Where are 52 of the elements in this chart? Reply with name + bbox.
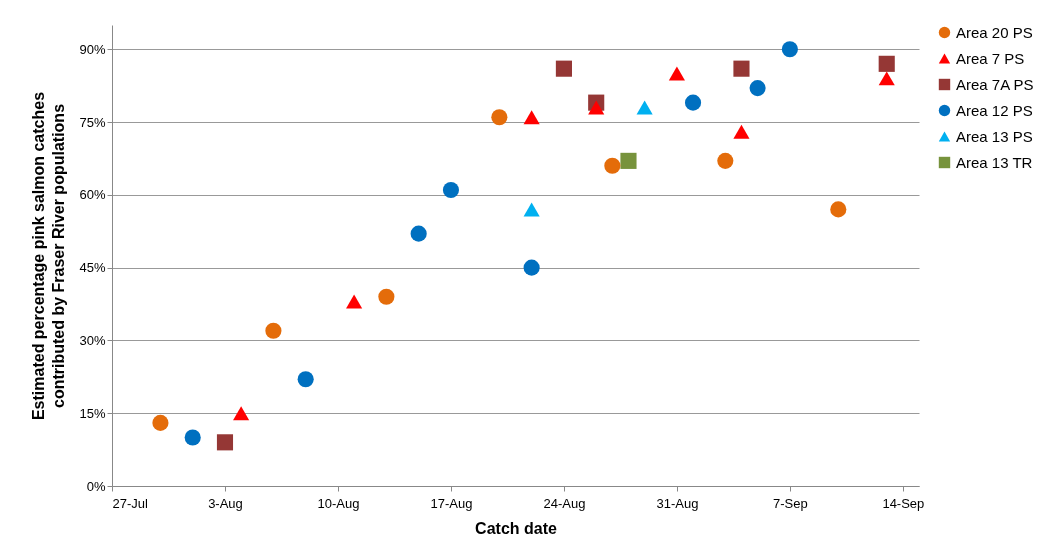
- y-tick-label: 30%: [79, 332, 106, 348]
- point: [216, 434, 234, 451]
- x-tick-label: 17-Aug: [430, 495, 473, 511]
- point: [878, 71, 895, 86]
- point: [523, 202, 540, 217]
- y-tick-label: 90%: [79, 41, 106, 57]
- legend-label: Area 13 PS: [956, 127, 1033, 145]
- legend-label: Area 7A PS: [956, 75, 1034, 93]
- y-tick-label: 75%: [79, 114, 106, 130]
- point: [717, 152, 734, 169]
- x-axis-title: Catch date: [475, 519, 557, 537]
- point: [410, 225, 427, 242]
- point: [588, 100, 605, 115]
- point: [491, 109, 508, 126]
- x-tick-label: 7-Sep: [773, 495, 808, 511]
- point: [265, 322, 282, 339]
- x-tick-label: 27-Jul: [112, 495, 149, 511]
- point: [781, 41, 798, 58]
- point: [233, 406, 250, 421]
- point: [636, 100, 653, 115]
- point: [620, 152, 637, 169]
- legend-label: Area 20 PS: [956, 23, 1033, 41]
- point: [523, 259, 540, 276]
- point: [733, 124, 750, 139]
- point: [830, 201, 847, 218]
- point: [442, 181, 459, 199]
- point: [684, 94, 702, 111]
- point: [184, 429, 201, 446]
- point: [749, 80, 766, 97]
- y-tick-label: 60%: [79, 187, 106, 203]
- x-tick-label: 24-Aug: [543, 495, 586, 511]
- legend-label: Area 13 TR: [956, 153, 1033, 171]
- x-tick-label: 3-Aug: [208, 495, 243, 511]
- legend-label: Area 12 PS: [956, 101, 1033, 119]
- point: [346, 294, 363, 309]
- x-tick-label: 31-Aug: [656, 495, 699, 511]
- point: [523, 110, 540, 125]
- point: [152, 414, 169, 431]
- point: [555, 60, 572, 77]
- y-axis-title: Estimated percentage pink salmon catches contributed by Fraser River populations: [30, 91, 68, 421]
- point: [378, 288, 395, 305]
- y-tick-label: 45%: [79, 260, 106, 276]
- x-tick-label: 10-Aug: [317, 495, 360, 511]
- point: [878, 55, 895, 72]
- point: [733, 60, 750, 77]
- point: [604, 157, 621, 174]
- y-tick-label: 15%: [79, 405, 106, 421]
- y-tick-label: 0%: [86, 478, 106, 494]
- point: [297, 371, 314, 388]
- legend-label: Area 7 PS: [956, 49, 1025, 67]
- point: [668, 66, 685, 81]
- x-tick-label: 14-Sep: [882, 495, 925, 511]
